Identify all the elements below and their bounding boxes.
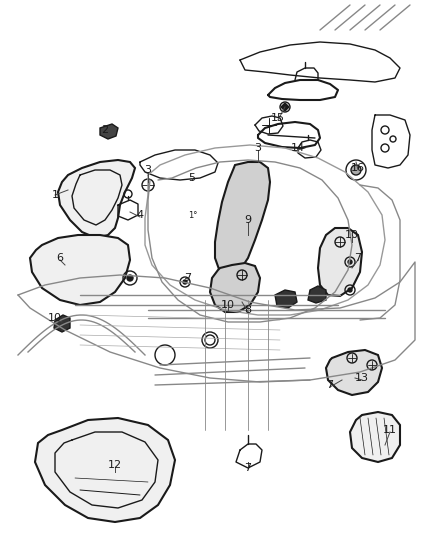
Circle shape bbox=[183, 280, 187, 284]
Circle shape bbox=[127, 275, 133, 281]
Circle shape bbox=[351, 165, 361, 175]
Polygon shape bbox=[54, 315, 70, 332]
Text: 1°: 1° bbox=[188, 211, 198, 220]
Circle shape bbox=[348, 288, 352, 292]
Text: 9: 9 bbox=[244, 215, 251, 225]
Text: 12: 12 bbox=[108, 460, 122, 470]
Text: 15: 15 bbox=[271, 113, 285, 123]
Text: 6: 6 bbox=[57, 253, 64, 263]
Polygon shape bbox=[326, 350, 382, 395]
Text: 1: 1 bbox=[52, 190, 59, 200]
Text: 2: 2 bbox=[102, 125, 109, 135]
Text: 10: 10 bbox=[48, 313, 62, 323]
Text: 14: 14 bbox=[291, 143, 305, 153]
Text: 7: 7 bbox=[354, 253, 361, 263]
Text: 7: 7 bbox=[184, 273, 191, 283]
Polygon shape bbox=[281, 103, 289, 111]
Text: 10: 10 bbox=[345, 230, 359, 240]
Polygon shape bbox=[100, 124, 118, 139]
Text: 7: 7 bbox=[244, 463, 251, 473]
Text: 4: 4 bbox=[137, 210, 144, 220]
Text: 3: 3 bbox=[254, 143, 261, 153]
Polygon shape bbox=[275, 290, 297, 308]
Polygon shape bbox=[35, 418, 175, 522]
Text: 10: 10 bbox=[221, 300, 235, 310]
Text: 5: 5 bbox=[188, 173, 195, 183]
Polygon shape bbox=[210, 263, 260, 312]
Text: 11: 11 bbox=[383, 425, 397, 435]
Text: 13: 13 bbox=[355, 373, 369, 383]
Text: 16: 16 bbox=[351, 163, 365, 173]
Text: 7: 7 bbox=[326, 380, 334, 390]
Text: 8: 8 bbox=[244, 305, 251, 315]
Text: 3: 3 bbox=[145, 165, 152, 175]
Polygon shape bbox=[58, 160, 135, 238]
Polygon shape bbox=[350, 412, 400, 462]
Polygon shape bbox=[318, 228, 362, 296]
Polygon shape bbox=[215, 162, 270, 275]
Circle shape bbox=[348, 260, 352, 264]
Polygon shape bbox=[30, 235, 130, 305]
Polygon shape bbox=[308, 286, 326, 303]
